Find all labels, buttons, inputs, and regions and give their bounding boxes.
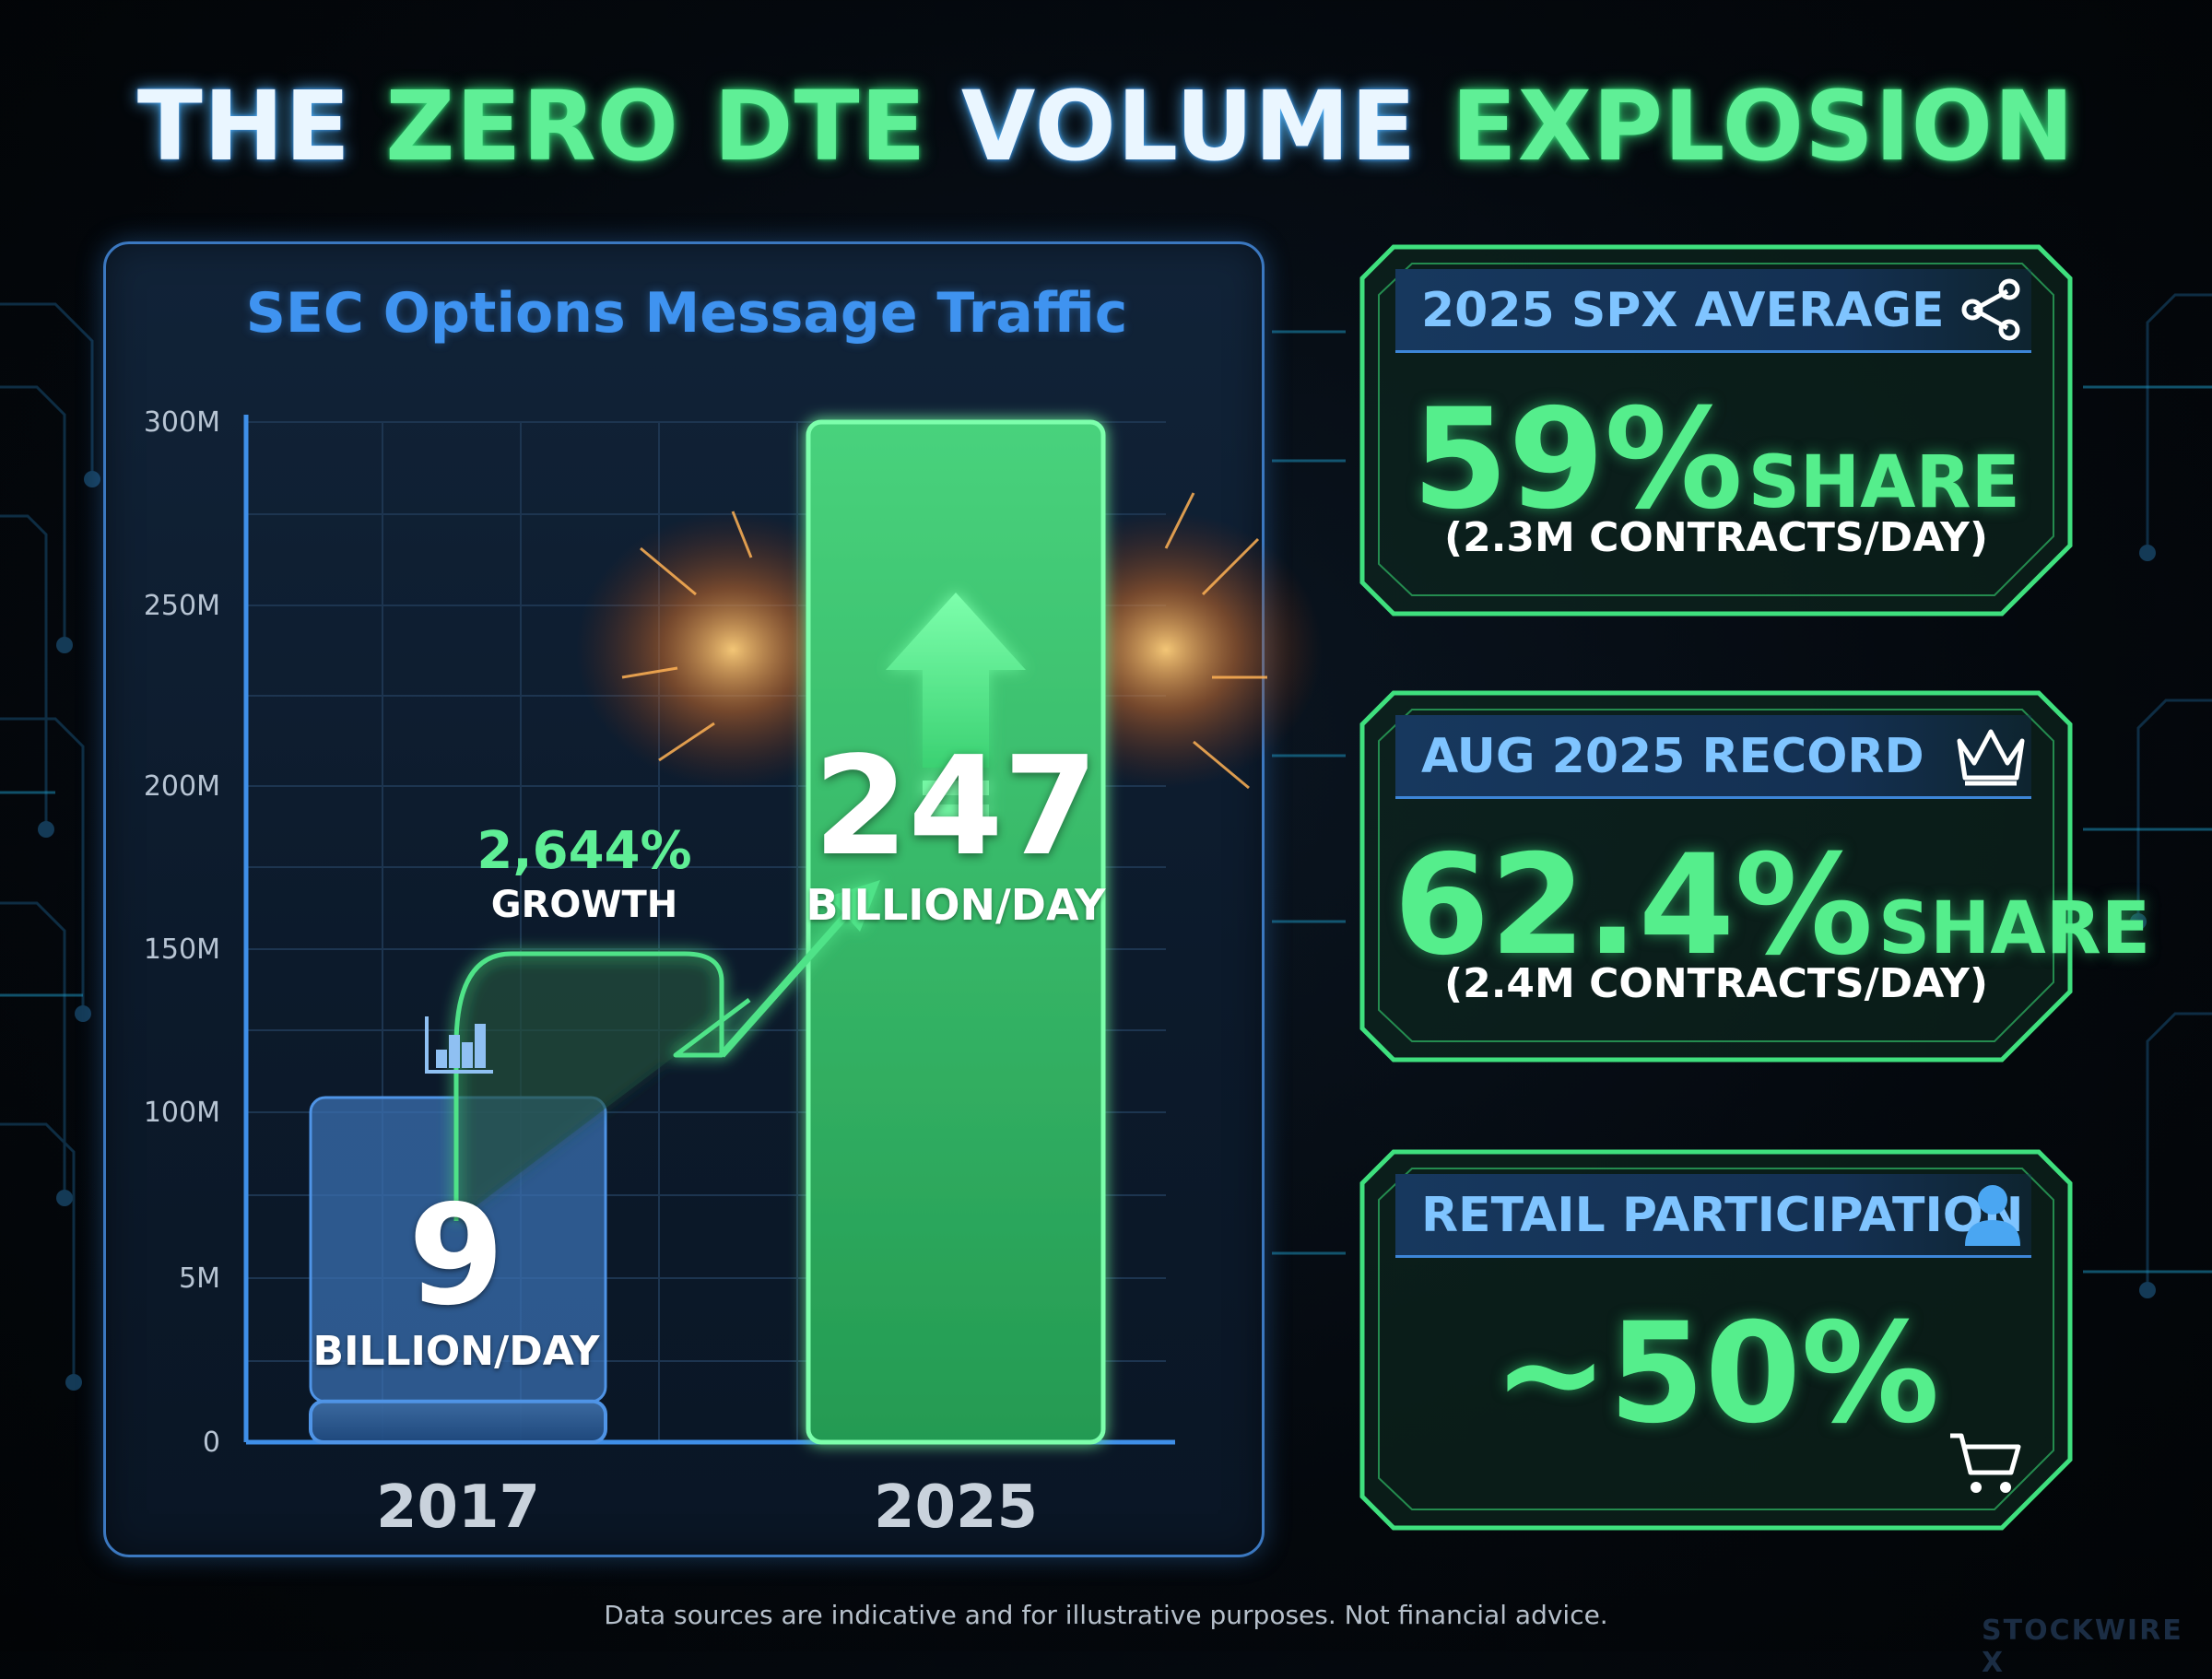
y-tick-label: 250M	[144, 590, 220, 622]
bar-label-2017-unit: BILLION/DAY	[312, 1328, 600, 1375]
footnote: Data sources are indicative and for illu…	[604, 1600, 1608, 1630]
growth-value: 2,644%	[477, 821, 692, 881]
stat-card-aug-record: AUG 2025 RECORD 62.4% SHARE (2.4M CONTRA…	[1357, 687, 2150, 1065]
x-axis-labels: 2017 2025	[376, 1474, 1038, 1542]
card-suffix: SHARE	[1747, 441, 2020, 524]
card-title: RETAIL PARTICIPATION	[1421, 1188, 2024, 1243]
card-value: 59%	[1412, 380, 1744, 540]
bar-chart-icon	[425, 1016, 493, 1074]
y-axis-ticks: 0 5M 100M 150M 200M 250M 300M	[144, 406, 220, 1459]
y-tick-label: 300M	[144, 406, 220, 439]
title-part-4: EXPLOSION	[1451, 70, 2076, 182]
card-header	[1395, 1174, 2031, 1258]
card-header	[1395, 269, 2031, 353]
y-tick-label: 0	[203, 1427, 220, 1459]
bar-label-2017-value: 9	[407, 1176, 505, 1336]
bar-series	[309, 419, 1106, 1445]
chart-panel: SEC Options Message Traffic	[103, 241, 1323, 1557]
card-subtext: (2.4M CONTRACTS/DAY)	[1443, 960, 1989, 1007]
card-value: 62.4%	[1394, 826, 1874, 986]
x-tick-label-2025: 2025	[874, 1474, 1038, 1542]
bar-2017	[309, 1399, 607, 1444]
bar-chart: 0 5M 100M 150M 200M 250M 300M	[144, 406, 1323, 1542]
card-title: 2025 SPX AVERAGE	[1421, 283, 1945, 338]
chart-title: SEC Options Message Traffic	[245, 281, 1128, 346]
y-tick-label: 150M	[144, 933, 220, 966]
bar-2025	[806, 419, 1106, 1445]
card-title: AUG 2025 RECORD	[1421, 729, 1924, 784]
bar-label-2025-unit: BILLION/DAY	[806, 880, 1106, 930]
stat-card-retail-participation: RETAIL PARTICIPATION ~50%	[1357, 1146, 2076, 1533]
stat-card-spx-average: 2025 SPX AVERAGE 59% SHARE (2.3M CONTRAC…	[1357, 241, 2076, 619]
y-tick-label: 200M	[144, 770, 220, 803]
card-value: ~50%	[1492, 1294, 1940, 1454]
card-value-line: ~50%	[1394, 1294, 2039, 1454]
y-tick-label: 100M	[144, 1097, 220, 1129]
title-part-3: VOLUME	[960, 70, 1418, 182]
user-icon	[1965, 1185, 2020, 1246]
brand-watermark: STOCKWIRE X	[1982, 1614, 2183, 1679]
x-tick-label-2017: 2017	[376, 1474, 540, 1542]
growth-label: GROWTH	[490, 884, 678, 926]
growth-callout	[453, 880, 880, 1221]
up-arrow-icon	[886, 593, 1026, 819]
page-title: THE ZERO DTE VOLUME EXPLOSION	[0, 66, 2212, 186]
cart-icon	[1950, 1433, 2021, 1493]
card-suffix: SHARE	[1877, 887, 2151, 970]
card-value-line: 62.4% SHARE	[1394, 826, 2150, 986]
bar-label-2025-value: 247	[813, 727, 1099, 886]
share-icon	[1961, 278, 2020, 341]
title-part-2: ZERO DTE	[385, 70, 927, 182]
card-value-line: 59% SHARE	[1394, 380, 2039, 540]
card-header	[1395, 715, 2031, 799]
card-subtext: (2.3M CONTRACTS/DAY)	[1443, 514, 1989, 561]
crown-icon	[1957, 729, 2025, 786]
y-tick-label: 5M	[179, 1262, 220, 1295]
title-part-1: THE	[136, 70, 351, 182]
